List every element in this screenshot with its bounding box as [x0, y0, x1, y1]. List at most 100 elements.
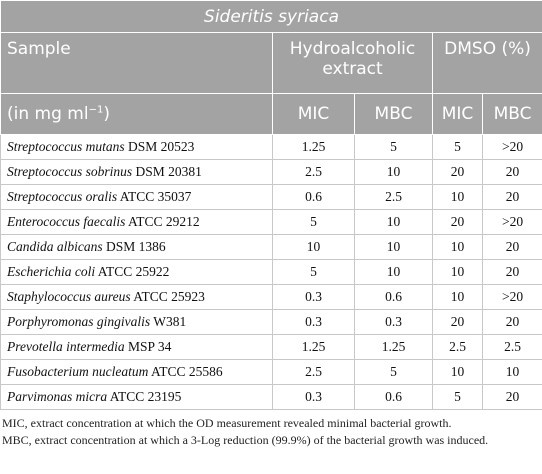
strain-id: ATCC 25923 [133, 289, 205, 304]
table-row: Candida albicans DSM 1386 10 10 10 20 [0, 234, 542, 260]
strain-id: ATCC 23195 [109, 389, 182, 404]
unit-text: (in mg ml [7, 104, 89, 124]
value-cell: 1.25 [272, 334, 355, 360]
table-row: Staphylococcus aureus ATCC 25923 0.3 0.6 10… [0, 284, 542, 310]
species-name: Escherichia coli [7, 264, 96, 279]
value-cell: 10 [432, 284, 483, 310]
value-cell: 20 [481, 159, 542, 185]
strain-id: MSP 34 [127, 339, 172, 354]
value-cell: 5 [272, 259, 355, 285]
value-cell: 1.25 [272, 134, 355, 160]
value-cell: 10 [432, 234, 483, 260]
species-name: Fusobacterium nucleatum [7, 364, 149, 379]
value-cell: 0.3 [272, 384, 355, 410]
value-cell: 0.3 [272, 309, 355, 335]
value-cell: 20 [481, 184, 542, 210]
value-cell: 10 [481, 359, 542, 385]
table-row: Enterococcus faecalis ATCC 29212 5 10 20 >20 [0, 209, 542, 235]
strain-id: ATCC 25922 [97, 264, 170, 279]
value-cell: 2.5 [432, 334, 483, 360]
value-cell: 10 [432, 359, 483, 385]
value-cell: 20 [481, 259, 542, 285]
species-name: Streptococcus mutans [7, 139, 125, 154]
table-row: Streptococcus oralis ATCC 35037 0.6 2.5 10 2… [0, 184, 542, 210]
header-cell: Hydroalcoholic extract [272, 32, 433, 94]
value-cell: 10 [354, 209, 433, 235]
header-cell: MBC [354, 93, 433, 135]
value-cell: 5 [354, 359, 433, 385]
note: MBC, extract concentration at which a 3-… [2, 433, 489, 447]
unit-exponent: −1 [88, 104, 104, 116]
unit-text: ) [103, 104, 110, 124]
species-name: Enterococcus faecalis [7, 214, 126, 229]
table-notes: MIC, extract concentration at which the … [2, 416, 540, 448]
value-cell: 10 [354, 234, 433, 260]
header-cell: DMSO (%) [431, 32, 542, 94]
value-cell: 2.5 [272, 359, 355, 385]
value-cell: 20 [432, 209, 483, 235]
sample-cell: Escherichia coli ATCC 25922 [0, 259, 273, 285]
value-cell: 10 [354, 159, 433, 185]
value-cell: 0.3 [354, 309, 433, 335]
sample-cell: Candida albicans DSM 1386 [0, 234, 273, 260]
value-cell: 5 [432, 384, 483, 410]
table-row: Porphyromonas gingivalis W381 0.3 0.3 20 20 [0, 309, 542, 335]
table-row: Streptococcus sobrinus DSM 20381 2.5 10 20 2… [0, 159, 542, 185]
value-cell: 20 [432, 309, 483, 335]
value-cell: 2.5 [354, 184, 433, 210]
value-cell: 0.6 [272, 184, 355, 210]
value-cell: >20 [481, 284, 542, 310]
value-cell: 2.5 [272, 159, 355, 185]
sample-cell: Streptococcus mutans DSM 20523 [0, 134, 273, 160]
header-cell: MIC [272, 93, 355, 135]
species-name: Parvimonas micra [7, 389, 108, 404]
value-cell: 10 [272, 234, 355, 260]
value-cell: 1.25 [354, 334, 433, 360]
data-table: Sideritis syriaca Sample Hydroalcoholic … [0, 0, 542, 410]
table-row: Fusobacterium nucleatum ATCC 25586 2.5 5 10… [0, 359, 542, 385]
sample-cell: Streptococcus sobrinus DSM 20381 [0, 159, 273, 185]
value-cell: 20 [432, 159, 483, 185]
value-cell: 0.3 [272, 284, 355, 310]
species-name: Candida albicans [7, 239, 103, 254]
value-cell: 5 [272, 209, 355, 235]
value-cell: 10 [432, 259, 483, 285]
strain-id: W381 [153, 314, 187, 329]
sample-cell: Streptococcus oralis ATCC 35037 [0, 184, 273, 210]
value-cell: 20 [481, 384, 542, 410]
sample-cell: Prevotella intermedia MSP 34 [0, 334, 273, 360]
strain-id: DSM 20381 [135, 164, 202, 179]
header-cell: (in mg ml−1) [0, 93, 273, 135]
value-cell: 5 [432, 134, 483, 160]
table-row: Escherichia coli ATCC 25922 5 10 10 20 [0, 259, 542, 285]
strain-id: ATCC 29212 [127, 214, 200, 229]
sample-cell: Enterococcus faecalis ATCC 29212 [0, 209, 273, 235]
value-cell: 2.5 [481, 334, 542, 360]
header-cell: MIC [432, 93, 483, 135]
sample-cell: Porphyromonas gingivalis W381 [0, 309, 273, 335]
value-cell: 10 [432, 184, 483, 210]
sample-cell: Fusobacterium nucleatum ATCC 25586 [0, 359, 273, 385]
value-cell: 0.6 [354, 284, 433, 310]
table-row: Prevotella intermedia MSP 34 1.25 1.25 2.5 2… [0, 334, 542, 360]
header-cell: Sample [0, 32, 273, 94]
table-row: Parvimonas micra ATCC 23195 0.3 0.6 5 20 [0, 384, 542, 410]
table-title: Sideritis syriaca [0, 0, 542, 33]
value-cell: 20 [481, 309, 542, 335]
species-name: Staphylococcus aureus [7, 289, 131, 304]
sample-cell: Parvimonas micra ATCC 23195 [0, 384, 273, 410]
sample-cell: Staphylococcus aureus ATCC 25923 [0, 284, 273, 310]
species-name: Porphyromonas gingivalis [7, 314, 151, 329]
species-name: Prevotella intermedia [7, 339, 125, 354]
value-cell: 10 [354, 259, 433, 285]
value-cell: 0.6 [354, 384, 433, 410]
value-cell: >20 [481, 209, 542, 235]
strain-id: ATCC 25586 [151, 364, 223, 379]
strain-id: DSM 1386 [106, 239, 166, 254]
value-cell: 20 [481, 234, 542, 260]
species-name: Streptococcus oralis [7, 189, 118, 204]
strain-id: ATCC 35037 [119, 189, 192, 204]
header-cell: MBC [481, 93, 542, 135]
value-cell: >20 [481, 134, 542, 160]
